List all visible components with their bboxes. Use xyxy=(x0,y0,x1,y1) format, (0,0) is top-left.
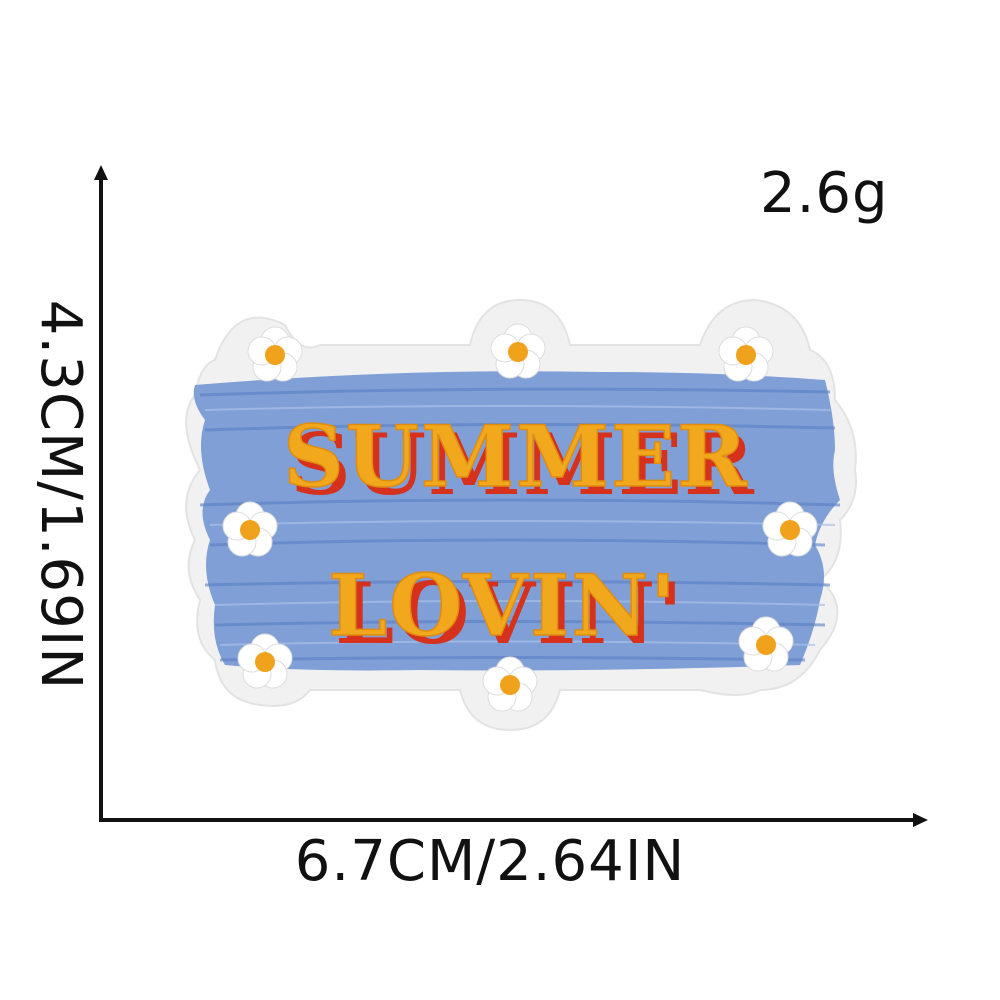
flower-icon xyxy=(718,326,774,382)
flower-icon xyxy=(222,501,278,557)
height-dimension-label: 4.3CM/1.69IN xyxy=(28,299,93,691)
arrow-right-icon xyxy=(913,813,928,827)
flower-icon xyxy=(738,616,794,672)
patch-flowers xyxy=(222,323,818,712)
dimension-axes xyxy=(94,165,928,827)
flower-icon xyxy=(247,326,303,382)
flower-icon xyxy=(237,633,293,689)
flower-icon xyxy=(490,323,546,379)
patch-line-2-shadow: LOVIN' xyxy=(335,564,685,663)
patch-text-line-2: LOVIN' LOVIN' xyxy=(327,555,685,663)
arrow-up-icon xyxy=(94,165,108,180)
patch-text-line-1: SUMMER SUMMER xyxy=(282,406,756,514)
patch-line-2: LOVIN' xyxy=(328,556,678,655)
flower-icon xyxy=(762,501,818,557)
flower-icon xyxy=(482,656,538,712)
weight-label: 2.6g xyxy=(760,161,889,226)
patch: SUMMER SUMMER LOVIN' LOVIN' xyxy=(185,298,857,732)
width-dimension-label: 6.7CM/2.64IN xyxy=(294,829,686,894)
patch-line-1: SUMMER xyxy=(283,407,749,506)
patch-line-1-shadow: SUMMER xyxy=(290,415,756,514)
patch-blue-band xyxy=(193,371,841,671)
